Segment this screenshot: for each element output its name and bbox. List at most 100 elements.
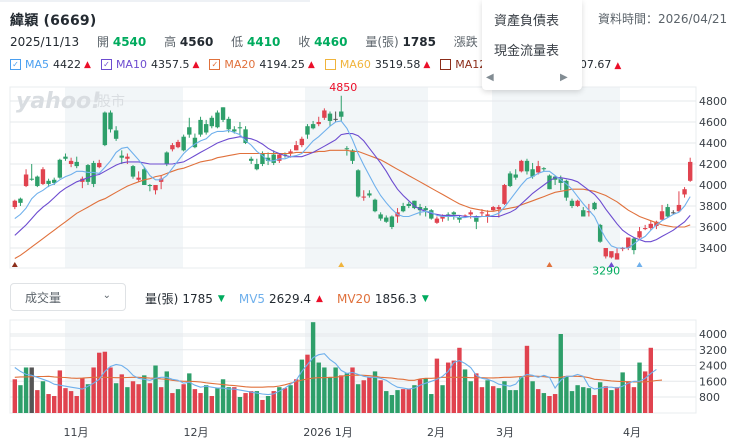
checkbox-checked-icon[interactable]: ✓	[209, 59, 221, 70]
ma-value: 4357.5	[150, 58, 190, 71]
candle-body	[367, 193, 372, 196]
candle-body	[614, 253, 620, 260]
volume-bar	[299, 359, 305, 413]
volume-bar	[344, 373, 350, 413]
volume-legend: 量(張) 1785 ▼ MV5 2629.4 ▲ MV20 1856.3 ▼	[145, 290, 443, 307]
volume-bar	[536, 389, 541, 413]
candle-body	[181, 136, 186, 151]
volume-tick-label: 2400	[699, 360, 727, 373]
candle-body	[85, 165, 91, 182]
candle-body	[547, 175, 552, 190]
volume-bar	[327, 377, 333, 413]
ma-toggle-ma5[interactable]: ✓ MA5 4422 ▲	[10, 58, 91, 71]
candle-body	[243, 129, 248, 143]
candle-body	[378, 214, 383, 219]
volume-bar	[23, 367, 29, 413]
volume-bar	[18, 385, 23, 413]
candle-body	[147, 185, 153, 187]
candle-body	[507, 173, 513, 187]
legend-value: 2629.4	[269, 291, 312, 306]
volume-bar	[462, 369, 468, 413]
volume-bar	[434, 358, 440, 413]
candle-body	[626, 237, 631, 248]
volume-bar	[305, 354, 310, 413]
month-axis-label: 12月	[184, 426, 209, 439]
candle-body	[671, 212, 676, 214]
month-axis-label: 11月	[64, 426, 89, 439]
volume-bar	[63, 388, 68, 413]
volume-bar	[243, 393, 248, 413]
trend-up-icon: ▲	[192, 59, 200, 70]
price-tick-label: 4800	[699, 95, 727, 108]
volume-bar	[220, 379, 226, 413]
candle-body	[536, 166, 541, 173]
high-price-annotation: 4850	[329, 81, 357, 94]
volume-bar	[389, 395, 395, 413]
volume-bar	[412, 385, 417, 413]
ma-name: MA60	[339, 58, 371, 71]
candle-body	[23, 174, 29, 187]
candle-body	[642, 228, 648, 230]
yahoo-watermark-logo: yahoo!	[16, 89, 101, 114]
checkbox-empty-icon[interactable]	[324, 59, 336, 70]
scroll-right-icon[interactable]: ▶	[560, 72, 568, 83]
volume-tick-label: 800	[699, 391, 720, 404]
candle-body	[35, 176, 40, 187]
candle-body	[130, 166, 136, 177]
ma-toggle-ma20[interactable]: ✓ MA20 4194.25 ▲	[209, 58, 315, 71]
checkbox-empty-icon[interactable]	[440, 59, 452, 70]
candle-body	[496, 207, 502, 210]
volume-bar	[400, 389, 406, 413]
indicator-select-value: 成交量	[25, 290, 62, 305]
candle-body	[113, 130, 119, 139]
ma-toggle-ma60[interactable]: MA60 3519.58 ▲	[324, 58, 430, 71]
legend-label: MV20	[336, 291, 371, 306]
candle-body	[513, 174, 518, 178]
candle-body	[524, 160, 530, 172]
volume-bar	[648, 347, 653, 413]
candle-body	[569, 200, 575, 206]
close-label: 收	[298, 35, 311, 49]
volume-bar	[513, 390, 518, 413]
data-time-value: 2026/04/21	[658, 12, 728, 26]
open-value: 4540	[112, 35, 147, 49]
ma-name: MA5	[25, 58, 50, 71]
month-axis-label: 2月	[427, 426, 445, 439]
candle-body	[440, 216, 445, 219]
menu-item-cash-flow[interactable]: 現金流量表	[494, 44, 560, 59]
candle-body	[68, 160, 74, 164]
volume-legend-: 量(張) 1785 ▼	[145, 290, 225, 307]
candle-body	[609, 251, 614, 258]
volume-bar	[620, 372, 625, 413]
checkbox-checked-icon[interactable]: ✓	[100, 59, 112, 70]
scroll-left-icon[interactable]: ◀	[486, 72, 494, 83]
candle-body	[29, 178, 34, 180]
price-panel-frame	[9, 86, 697, 269]
volume-bar	[626, 381, 631, 413]
candle-body	[102, 112, 108, 146]
month-axis-label: 4月	[623, 426, 641, 439]
report-dropdown-menu: 資產負債表 現金流量表 ◀ ▶	[482, 0, 582, 90]
volume-bar	[372, 371, 378, 413]
candle-body	[344, 148, 350, 150]
candle-body	[491, 207, 496, 211]
candle-body	[254, 164, 260, 170]
legend-label: MV5	[238, 291, 266, 306]
volume-bar	[130, 381, 136, 413]
volume-bar	[271, 391, 276, 413]
volume-bar	[457, 347, 462, 413]
volume-bar	[468, 381, 473, 413]
ma-toggle-ma10[interactable]: ✓ MA10 4357.5 ▲	[100, 58, 200, 71]
volume-bar	[339, 375, 344, 413]
price-tick-label: 4600	[699, 116, 727, 129]
checkbox-checked-icon[interactable]: ✓	[10, 59, 21, 70]
volume-bar	[170, 393, 175, 413]
volume-bar	[119, 374, 124, 413]
volume-bar	[581, 387, 586, 413]
ma-name: MA20	[224, 58, 256, 71]
indicator-select[interactable]: 成交量 ⌄	[10, 283, 126, 311]
menu-item-balance-sheet[interactable]: 資產負債表	[494, 14, 560, 29]
volume-bar	[153, 365, 158, 413]
low-price-annotation: 3290	[592, 265, 620, 278]
